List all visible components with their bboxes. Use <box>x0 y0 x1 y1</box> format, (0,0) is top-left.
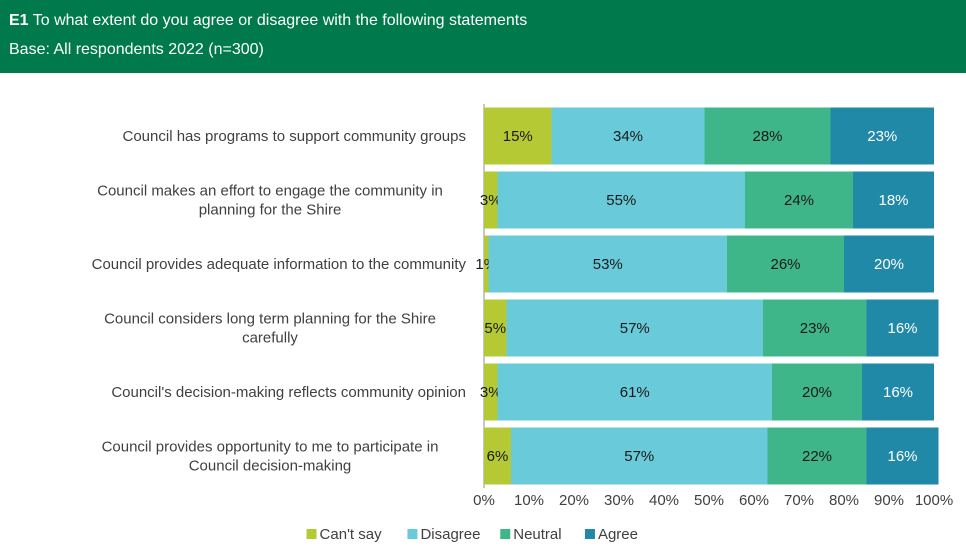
bar-segment-neutral <box>745 171 853 229</box>
data-label-disagree: 57% <box>620 320 650 337</box>
category-label: planning for the Shire <box>199 202 342 219</box>
data-label-agree: 18% <box>878 192 908 209</box>
bar-segment-disagree <box>551 107 705 165</box>
x-tick-label: 30% <box>604 492 634 509</box>
bar-segment-disagree <box>497 363 772 421</box>
data-label-neutral: 20% <box>802 384 832 401</box>
bar-segment-neutral <box>704 107 831 165</box>
x-tick-label: 80% <box>829 492 859 509</box>
bar-segment-disagree <box>488 235 727 293</box>
category-labels: Council has programs to support communit… <box>92 128 467 475</box>
data-label-agree: 16% <box>887 448 917 465</box>
bar-segment-can-t-say <box>484 427 511 485</box>
bar-segment-neutral <box>763 299 867 357</box>
bar-segment-disagree <box>511 427 768 485</box>
legend-label-disagree: Disagree <box>420 526 480 543</box>
question-header: E1 To what extent do you agree or disagr… <box>0 0 966 73</box>
data-label-can-t-say: 15% <box>503 128 533 145</box>
x-tick-label: 100% <box>915 492 953 509</box>
x-tick-label: 10% <box>514 492 544 509</box>
x-tick-label: 60% <box>739 492 769 509</box>
legend-label-agree: Agree <box>598 526 638 543</box>
data-label-can-t-say: 5% <box>484 320 506 337</box>
bar-segment-disagree <box>506 299 763 357</box>
x-tick-label: 20% <box>559 492 589 509</box>
x-tick-label: 70% <box>784 492 814 509</box>
bar-segment-agree <box>853 171 934 229</box>
bars-group: 15% 34% 28% 23%3% 55% 24% 18%1% 53% 26% 20%5% 57% 2… <box>475 104 939 488</box>
data-label-neutral: 24% <box>784 192 814 209</box>
data-label-agree: 16% <box>887 320 917 337</box>
question-line: E1 To what extent do you agree or disagr… <box>9 11 527 31</box>
category-label: Council decision-making <box>189 458 352 475</box>
bar-segment-can-t-say <box>484 363 498 421</box>
data-label-disagree: 57% <box>624 448 654 465</box>
data-label-neutral: 23% <box>800 320 830 337</box>
bar-segment-agree <box>844 235 934 293</box>
legend-swatch-neutral <box>500 529 511 539</box>
bar-segment-can-t-say <box>484 299 507 357</box>
legend-label-can-t-say: Can't say <box>320 526 383 543</box>
bar-segment-agree <box>866 299 939 357</box>
legend-swatch-can-t-say <box>306 529 317 539</box>
legend: Can't say Disagree Neutral Agree <box>306 526 638 543</box>
bar-segment-neutral <box>727 235 844 293</box>
legend-label-neutral: Neutral <box>513 526 561 543</box>
bar-segment-agree <box>830 107 934 165</box>
data-label-agree: 23% <box>867 128 897 145</box>
x-tick-label: 40% <box>649 492 679 509</box>
legend-swatch-agree <box>584 529 595 539</box>
base-text: Base: All respondents 2022 (n=300) <box>9 41 264 58</box>
data-label-disagree: 53% <box>593 256 623 273</box>
data-label-disagree: 61% <box>620 384 650 401</box>
x-tick-label: 50% <box>694 492 724 509</box>
x-axis: 0% 10% 20% 30% 40% 50% 60% 70% 80% 90% 100% <box>473 492 953 509</box>
bar-segment-can-t-say <box>484 171 498 229</box>
data-label-neutral: 22% <box>802 448 832 465</box>
bar-segment-disagree <box>497 171 745 229</box>
category-label: carefully <box>242 330 298 347</box>
bar-segment-can-t-say <box>484 235 489 293</box>
data-label-can-t-say: 6% <box>487 448 509 465</box>
data-label-can-t-say: 3% <box>480 384 502 401</box>
data-label-agree: 20% <box>874 256 904 273</box>
category-label: Council has programs to support communit… <box>123 128 467 145</box>
data-label-disagree: 34% <box>613 128 643 145</box>
bar-segment-can-t-say <box>484 107 552 165</box>
question-text: To what extent do you agree or disagree … <box>32 12 528 29</box>
bar-segment-agree <box>862 363 934 421</box>
data-label-agree: 16% <box>883 384 913 401</box>
category-label: Council provides adequate information to… <box>92 256 467 273</box>
x-tick-label: 0% <box>473 492 495 509</box>
question-code: E1 <box>9 12 29 29</box>
bar-segment-agree <box>866 427 939 485</box>
category-label: Council makes an effort to engage the co… <box>97 183 443 200</box>
data-label-can-t-say: 3% <box>480 192 502 209</box>
data-label-neutral: 28% <box>752 128 782 145</box>
data-label-neutral: 26% <box>770 256 800 273</box>
data-label-disagree: 55% <box>606 192 636 209</box>
category-label: Council's decision-making reflects commu… <box>111 384 466 401</box>
bar-segment-neutral <box>772 363 862 421</box>
bar-segment-neutral <box>767 427 867 485</box>
x-tick-label: 90% <box>874 492 904 509</box>
category-label: Council provides opportunity to me to pa… <box>102 439 439 456</box>
category-label: Council considers long term planning for… <box>104 311 436 328</box>
legend-swatch-disagree <box>407 529 418 539</box>
